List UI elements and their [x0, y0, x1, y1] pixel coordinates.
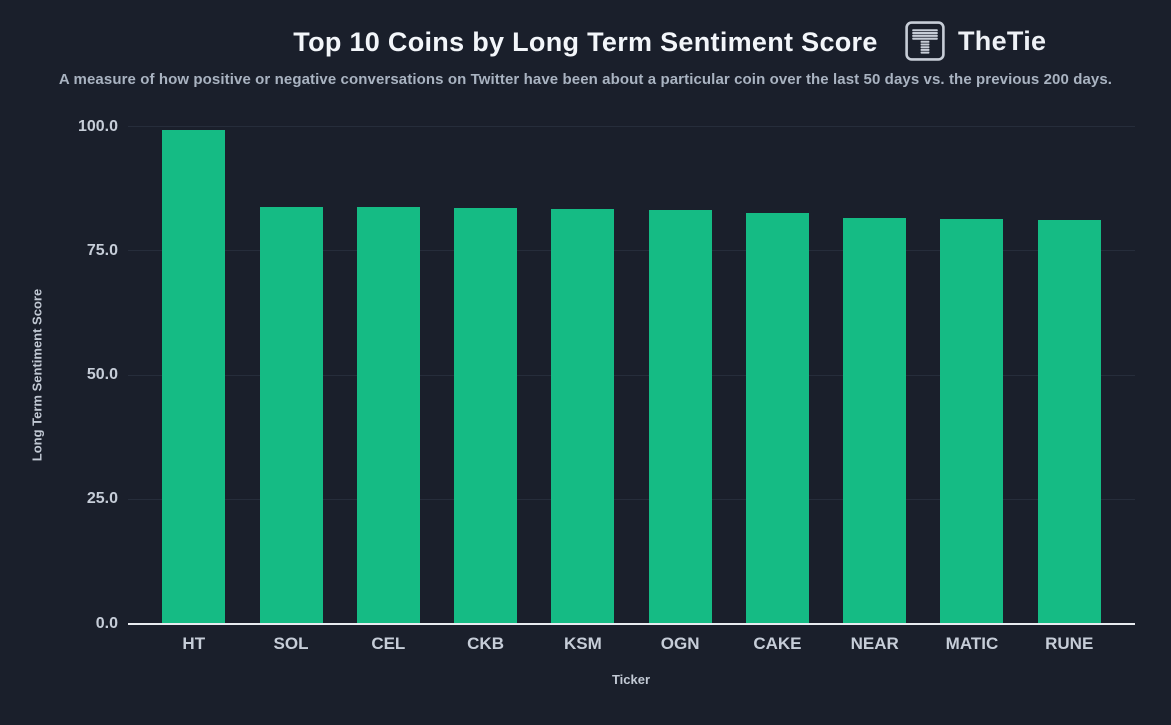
gridline-100: [128, 126, 1135, 128]
bar-ksm: [551, 209, 615, 624]
y-tick-label: 0.0: [95, 614, 118, 632]
bar-ogn: [648, 210, 712, 624]
x-tick-label-cake: CAKE: [753, 634, 802, 653]
x-axis-line: [128, 622, 1135, 625]
x-tick-label-ksm: KSM: [563, 634, 602, 653]
bar-cake: [745, 213, 809, 624]
bar-sol: [259, 207, 323, 624]
brand-name: TheTie: [958, 25, 1047, 56]
gridline-25: [128, 498, 1135, 500]
x-axis-title: Ticker: [611, 672, 651, 687]
thetie-logo-icon: [905, 21, 945, 61]
chart-subtitle: A measure of how positive or negative co…: [58, 71, 1113, 88]
bar-ckb: [454, 208, 518, 624]
bar-matic: [940, 219, 1004, 624]
bar-rune: [1037, 219, 1101, 624]
x-tick-label-cel: CEL: [371, 634, 406, 653]
x-tick-label-matic: MATIC: [945, 634, 999, 653]
x-tick-label-sol: SOL: [273, 634, 309, 653]
bar-cel: [356, 207, 420, 624]
bar-near: [843, 218, 907, 624]
chart-title: Top 10 Coins by Long Term Sentiment Scor…: [293, 27, 878, 57]
x-tick-label-ht: HT: [182, 634, 206, 653]
x-tick-label-near: NEAR: [850, 634, 899, 653]
x-tick-label-ckb: CKB: [467, 634, 504, 653]
gridline-50: [128, 374, 1135, 376]
y-tick-label: 100.0: [77, 117, 118, 135]
y-tick-label: 50.0: [86, 366, 118, 384]
gridline-75: [128, 250, 1135, 252]
y-tick-label: 25.0: [86, 490, 118, 508]
x-tick-label-ogn: OGN: [660, 634, 700, 653]
bar-ht: [162, 130, 226, 624]
brand: TheTie: [905, 21, 1046, 61]
y-tick-label: 75.0: [86, 241, 118, 259]
x-tick-label-rune: RUNE: [1045, 634, 1094, 653]
